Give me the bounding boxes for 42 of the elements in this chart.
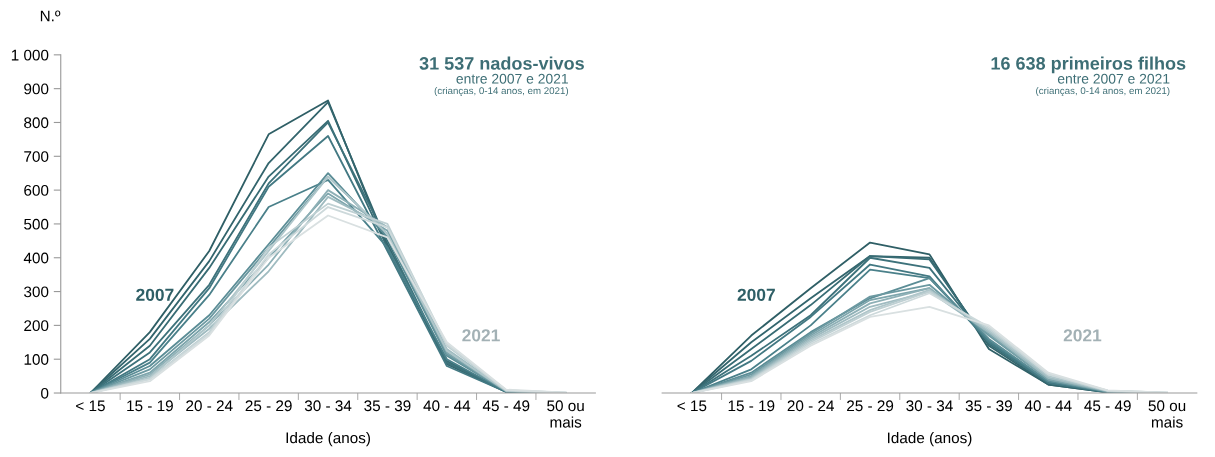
x-tick-label: 30 - 34	[906, 400, 953, 412]
x-tick-label: 20 - 24	[186, 400, 233, 412]
x-tick-label: 40 - 44	[423, 400, 471, 412]
x-tick-label: 45 - 49	[1084, 400, 1131, 412]
x-tick-label: 15 - 19	[127, 400, 173, 412]
y-tick-label: 200	[24, 320, 49, 332]
x-axis-title: Idade (anos)	[286, 432, 370, 447]
x-tick-label: < 15	[76, 400, 105, 412]
text: entre 2007 e 2021	[1057, 73, 1170, 84]
annotation: (crianças, 0-14 anos, em 2021)	[434, 86, 569, 97]
annotation: 2021	[462, 329, 500, 342]
x-tick-label: 50 ou mais	[547, 400, 584, 428]
annotation: 2021	[1063, 329, 1102, 342]
y-tick-label: 900	[24, 83, 49, 95]
y-axis-title: N.º	[40, 10, 61, 22]
x-tick-label: 25 - 29	[847, 400, 894, 412]
x-tick-label: 35 - 39	[364, 400, 411, 412]
annotation: 2007	[737, 288, 775, 301]
annotation: (crianças, 0-14 anos, em 2021)	[1036, 86, 1170, 97]
x-tick-label: 45 - 49	[482, 400, 530, 412]
y-tick-label: 0	[41, 387, 49, 399]
y-tick-label: 100	[24, 354, 49, 365]
y-tick-label: 600	[24, 184, 49, 196]
x-tick-label: 25 - 29	[245, 400, 292, 412]
x-axis-title: Idade (anos)	[888, 432, 972, 447]
y-tick-label: 1 000	[11, 49, 49, 61]
y-tick-label: 300	[24, 286, 49, 298]
y-tick-label: 400	[23, 252, 49, 264]
x-tick-label: 40 - 44	[1024, 400, 1072, 412]
annotation: 2007	[136, 288, 174, 301]
chart-title: 31 537 nados-vivos	[419, 56, 584, 70]
x-tick-label: < 15	[677, 400, 707, 412]
text: entre 2007 e 2021	[456, 73, 568, 84]
x-tick-label: 20 - 24	[787, 400, 835, 412]
x-tick-label: 30 - 34	[304, 400, 352, 412]
y-tick-label: 700	[24, 151, 49, 162]
y-tick-label: 800	[24, 117, 49, 129]
x-tick-label: 50 ou mais	[1148, 400, 1186, 428]
x-tick-label: 15 - 19	[728, 400, 775, 412]
chart-title: 16 638 primeiros filhos	[991, 56, 1186, 74]
y-tick-label: 500	[24, 218, 49, 230]
x-tick-label: 35 - 39	[965, 400, 1012, 412]
